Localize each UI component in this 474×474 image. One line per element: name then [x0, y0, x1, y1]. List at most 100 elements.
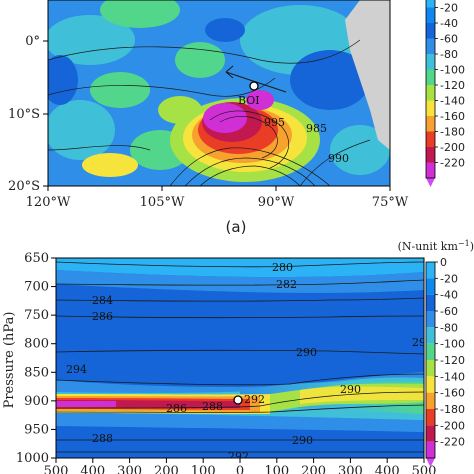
colorbar-ticklabel: -220	[440, 157, 465, 170]
b-yticklabel: 750	[24, 308, 49, 323]
contour-label-286-upper: 286	[92, 310, 113, 323]
colorbar-ticklabel: -60	[440, 305, 458, 318]
colorbar-ticklabel: -40	[440, 17, 458, 30]
contour-label-286-lower: 286	[166, 402, 187, 415]
b-xticklabel: 300	[117, 464, 142, 474]
colorbar-swatch	[426, 311, 435, 328]
b-xticklabel: 0	[236, 464, 244, 474]
map-a-xticklabel-3: 75°W	[372, 195, 409, 210]
contour-label-292-bottom: 292	[228, 450, 249, 463]
colorbar-ticklabel: -180	[440, 126, 465, 139]
b-xticklabel: 100	[191, 464, 216, 474]
colorbar-ticklabel: -200	[440, 141, 465, 154]
contour-label-995: 995	[264, 116, 285, 129]
cross-section-panel-b: 280 282 284 286 290 294 286 288 292 290 …	[2, 251, 436, 474]
colorbar-swatch	[426, 131, 435, 147]
colorbar-swatch	[426, 441, 435, 458]
colorbar-swatch	[426, 425, 435, 442]
map-a-xticklabel-1: 105°W	[140, 195, 185, 210]
b-yticklabel: 850	[24, 365, 49, 380]
boi-label: BOI	[238, 94, 260, 107]
b-yticklabel: 1000	[16, 451, 49, 466]
colorbar-ticklabel: -40	[440, 289, 458, 302]
colorbar-swatch	[426, 7, 435, 23]
colorbar-ticklabel: -80	[440, 48, 458, 61]
colorbar-ticklabel: -20	[440, 272, 458, 285]
colorbar-ticklabel: -160	[440, 110, 465, 123]
colorbar-swatch	[426, 116, 435, 132]
colorbar-min-arrow	[426, 458, 435, 467]
colorbar-ticklabel: -140	[440, 370, 465, 383]
contour-label-280: 280	[272, 261, 293, 274]
colorbar-ticklabel: 0	[440, 256, 447, 269]
contour-label-290-mid: 290	[296, 346, 317, 359]
colorbar-swatch	[426, 392, 435, 409]
colorbar-ticklabel: -120	[440, 79, 465, 92]
colorbar-ticklabel: -160	[440, 387, 465, 400]
colorbar-swatch	[426, 85, 435, 101]
colorbar-swatch	[426, 262, 435, 279]
colorbar-ticklabel: -140	[440, 95, 465, 108]
b-yticklabel: 900	[24, 394, 49, 409]
colorbar-swatch	[426, 38, 435, 54]
colorbar-swatch	[426, 376, 435, 393]
colorbar-ticklabel: -100	[440, 64, 465, 77]
colorbar-ticklabel: -120	[440, 354, 465, 367]
b-xticklabel: 500	[44, 464, 69, 474]
colorbar-swatch	[426, 343, 435, 360]
contour-label-292: 292	[244, 393, 265, 406]
b-ylabel: Pressure (hPa)	[2, 312, 17, 409]
colorbar-swatch	[426, 0, 435, 8]
colorbar-swatch	[426, 162, 435, 178]
colorbar-ticklabel: -200	[440, 419, 465, 432]
colorbar-swatch	[426, 360, 435, 377]
colorbar-swatch	[426, 327, 435, 344]
contour-label-294: 294	[66, 363, 87, 376]
b-xticklabel: 200	[154, 464, 179, 474]
colorbar-swatch	[426, 147, 435, 163]
b-xticklabel: 200	[301, 464, 326, 474]
contour-label-990: 990	[328, 152, 349, 165]
b-xticklabel: 400	[375, 464, 400, 474]
colorbar-swatch	[426, 409, 435, 426]
contour-label-282: 282	[276, 278, 297, 291]
contour-label-29-edge: 29	[412, 336, 426, 349]
map-panel-a: BOI 995 985 990 0° 10°S 20°S 120°W 105°W…	[8, 0, 409, 236]
map-a-xticklabel-2: 90°W	[258, 195, 295, 210]
colorbar-swatch	[426, 278, 435, 295]
panel-a-caption: (a)	[226, 218, 247, 236]
colorbar-ticklabel: -220	[440, 436, 465, 449]
colorbar-ticklabel: -20	[440, 2, 458, 15]
b-units: (N-unit km−1)	[398, 239, 474, 253]
colorbar-b: 0 -20 -40 -60 -80 -100 -120 -140 -160 -180 -200 -22…	[425, 256, 465, 467]
colorbar-swatch	[426, 294, 435, 311]
colorbar-ticklabel: -100	[440, 338, 465, 351]
b-yticklabel: 700	[24, 280, 49, 295]
colorbar-swatch	[426, 54, 435, 70]
b-yticklabel: 950	[24, 422, 49, 437]
contour-label-288-lower: 288	[202, 400, 223, 413]
map-a-yticklabel-1: 10°S	[8, 107, 40, 122]
b-yticklabel: 800	[24, 337, 49, 352]
colorbar-ticklabel: -80	[440, 321, 458, 334]
colorbar-ticklabel: -180	[440, 403, 465, 416]
b-xticklabel: 400	[80, 464, 105, 474]
contour-label-290-shelf: 290	[340, 383, 361, 396]
map-a-yticklabel-2: 20°S	[8, 179, 40, 194]
contour-label-290-bottom: 290	[292, 434, 313, 447]
map-a-xticklabel-0: 120°W	[26, 195, 71, 210]
contour-label-985: 985	[306, 122, 327, 135]
colorbar-min-arrow	[426, 178, 435, 187]
colorbar-a: -20 -40 -60 -80 -100 -120 -140 -160 -180 -200 -220	[425, 0, 465, 187]
colorbar-swatch	[426, 69, 435, 85]
colorbar-ticklabel: -60	[440, 33, 458, 46]
b-yticklabel: 650	[24, 251, 49, 266]
contour-label-288-bottom: 288	[92, 432, 113, 445]
colorbar-swatch	[426, 100, 435, 116]
b-xticklabel: 100	[264, 464, 289, 474]
b-xticklabel: 300	[338, 464, 363, 474]
b-xticklabel: 500	[412, 464, 437, 474]
map-a-yticklabel-0: 0°	[25, 34, 40, 49]
colorbar-swatch	[426, 23, 435, 39]
